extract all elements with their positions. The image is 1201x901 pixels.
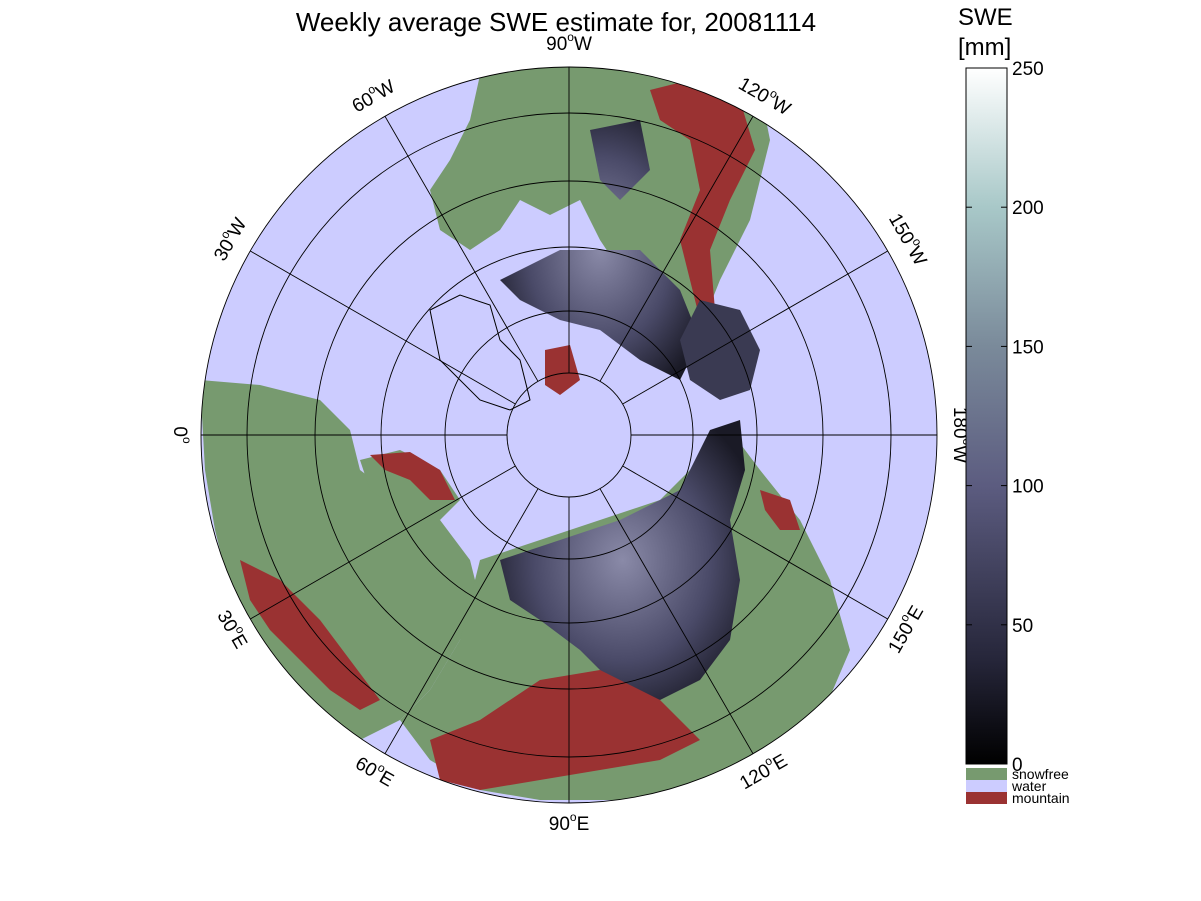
greenland-outline — [429, 294, 531, 411]
legend-swatch-water — [966, 780, 1007, 792]
colorbar-title-line1: SWE — [958, 4, 1013, 31]
colorbar-tick-label: 0 — [1012, 755, 1023, 776]
colorbar-ticks: 0 50 100 150 200 250 — [966, 59, 1044, 776]
colorbar-tick-label: 100 — [1012, 477, 1044, 498]
polar-map: 90oW120oW150oW180oW150oE120oE90oE60oE30o… — [169, 30, 974, 835]
meridian-line — [250, 250, 516, 405]
colorbar-tick-label: 50 — [1012, 616, 1033, 637]
longitude-label: 60oW — [347, 73, 399, 117]
meridian-line — [384, 116, 539, 382]
colorbar-tick-label: 150 — [1012, 337, 1044, 358]
legend-label-water: water — [1011, 778, 1047, 794]
meridian-line — [384, 488, 539, 754]
meridian-line — [250, 465, 516, 620]
europe-mountains — [240, 560, 380, 710]
siberia-snow-cover — [500, 420, 745, 700]
greenland-mountain — [545, 345, 580, 395]
legend-label-mountain: mountain — [1012, 790, 1070, 806]
longitude-label: 30oW — [207, 213, 251, 265]
map-title: Weekly average SWE estimate for, 2008111… — [296, 7, 816, 37]
longitude-label: 0o — [169, 426, 194, 444]
graticule — [200, 66, 938, 804]
colorbar-tick-label: 200 — [1012, 198, 1044, 219]
meridian-line — [622, 465, 888, 620]
legend-label-snowfree: snowfree — [1012, 766, 1069, 782]
alaska-snow-cover — [680, 300, 760, 400]
longitude-label: 90oE — [549, 810, 590, 835]
colorbar-title-line2: [mm] — [958, 34, 1011, 61]
longitude-label: 90oW — [546, 30, 592, 55]
meridian-line — [599, 488, 754, 754]
land-layers — [201, 67, 850, 800]
colorbar: SWE [mm] 0 50 100 150 200 250 — [958, 4, 1044, 776]
colorbar-tick-label: 250 — [1012, 59, 1044, 80]
legend-swatch-mountain — [966, 792, 1007, 804]
scandinavia-mountains — [370, 452, 455, 500]
kamchatka-mountains — [760, 490, 800, 530]
meridian-line — [622, 250, 888, 405]
meridian-line — [599, 116, 754, 382]
colorbar-gradient — [965, 67, 1008, 765]
legend-swatch-snowfree — [966, 768, 1007, 780]
meridian-lines — [201, 67, 937, 803]
asia-mountains — [430, 670, 700, 790]
north-america-mountains — [650, 80, 755, 320]
